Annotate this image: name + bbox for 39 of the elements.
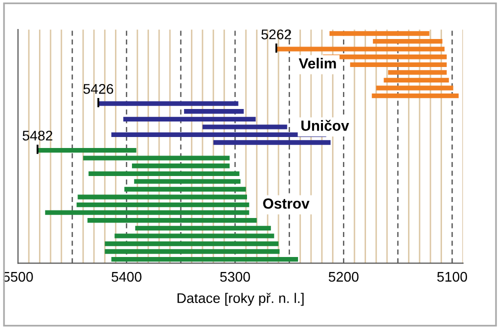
bar	[372, 38, 442, 44]
x-tick-label: 5300	[220, 272, 250, 282]
annotation: 5262	[261, 29, 292, 40]
bar	[213, 140, 331, 145]
annotation: 5426	[83, 84, 114, 94]
series-label: Velim	[298, 58, 336, 69]
bar	[276, 46, 445, 52]
bar	[350, 62, 447, 67]
bar	[134, 179, 240, 184]
bar	[45, 210, 250, 215]
bar	[111, 256, 298, 262]
bar	[98, 101, 238, 106]
bar	[202, 124, 288, 130]
x-tick-label: 5200	[328, 272, 359, 282]
bar	[76, 202, 250, 208]
bar	[87, 218, 257, 223]
bar	[114, 234, 274, 238]
bar	[83, 156, 230, 160]
x-axis-title: Datace [roky př. n. l.]	[178, 292, 304, 306]
annotation: 5482	[22, 130, 52, 141]
bar	[384, 78, 449, 83]
bar	[372, 93, 459, 98]
bar	[123, 116, 256, 122]
bar	[184, 109, 244, 114]
bar	[124, 186, 246, 192]
series-label: Ostrov	[263, 198, 310, 209]
x-tick-label: 5100	[437, 272, 468, 282]
bar	[104, 241, 278, 246]
bar	[376, 86, 454, 90]
bar	[88, 171, 240, 176]
bar	[104, 249, 280, 254]
bar	[78, 194, 248, 200]
bar	[38, 148, 136, 153]
x-tick-label: 5400	[112, 272, 142, 282]
bar	[388, 70, 447, 75]
series-label: Uničov	[301, 120, 350, 131]
bar	[132, 164, 230, 168]
bar	[330, 31, 430, 36]
bar	[135, 226, 271, 230]
